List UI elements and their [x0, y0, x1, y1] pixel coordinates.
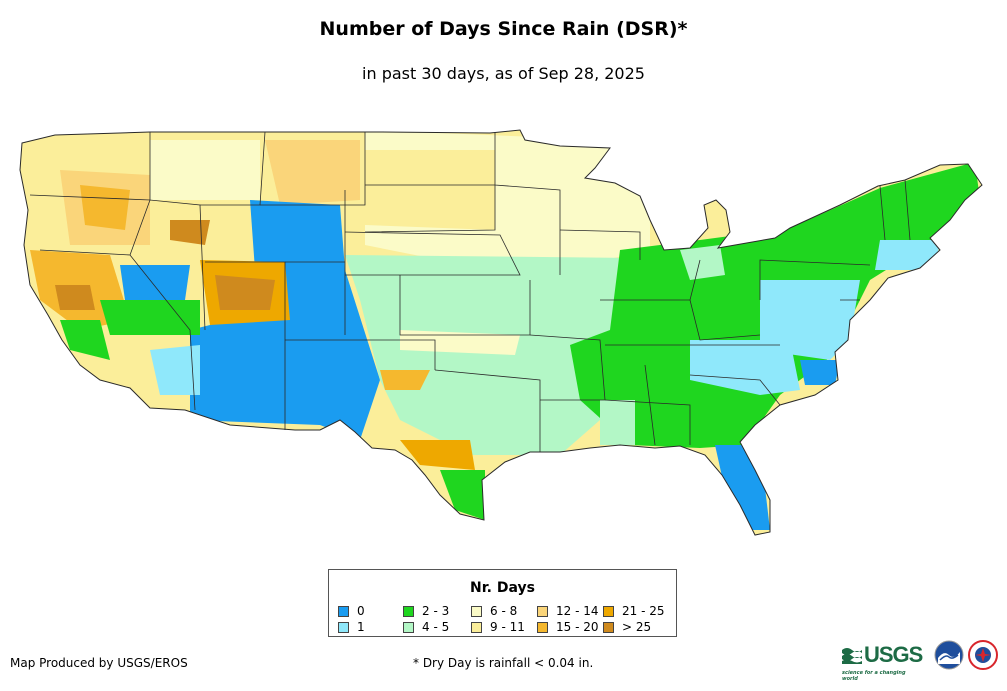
legend-item-8: 21 - 25: [603, 604, 665, 618]
legend-item-2: 2 - 3: [403, 604, 449, 618]
legend-swatch: [403, 621, 414, 633]
legend-item-5: 9 - 11: [471, 620, 525, 634]
credit-text: Map Produced by USGS/EROS: [10, 656, 188, 670]
legend-label: 4 - 5: [422, 620, 450, 634]
legend-label: 12 - 14: [556, 604, 599, 618]
legend-item-3: 4 - 5: [403, 620, 449, 634]
usgs-text: USGS: [864, 642, 923, 667]
legend-item-6: 12 - 14: [537, 604, 599, 618]
agency-logos: USGS science for a changing world: [842, 640, 999, 682]
legend-item-0: 0: [338, 604, 365, 618]
legend-swatch: [537, 605, 548, 617]
usgs-logo: USGS science for a changing world: [842, 642, 923, 682]
dry-day-note: * Dry Day is rainfall < 0.04 in.: [413, 656, 594, 670]
legend-swatch: [338, 621, 349, 633]
legend-label: 0: [357, 604, 365, 618]
legend-item-1: 1: [338, 620, 365, 634]
legend-swatch: [537, 621, 548, 633]
legend-swatch: [403, 605, 414, 617]
legend-label: > 25: [622, 620, 652, 634]
legend-label: 6 - 8: [490, 604, 518, 618]
noaa-seal-icon: [934, 640, 964, 670]
legend-label: 9 - 11: [490, 620, 525, 634]
legend-title: Nr. Days: [470, 580, 535, 596]
legend-swatch: [338, 605, 349, 617]
map-title: Number of Days Since Rain (DSR)*: [319, 18, 688, 40]
legend-label: 2 - 3: [422, 604, 450, 618]
legend-label: 15 - 20: [556, 620, 599, 634]
legend-item-4: 6 - 8: [471, 604, 517, 618]
legend-item-7: 15 - 20: [537, 620, 599, 634]
legend-swatch: [603, 605, 614, 617]
legend-item-9: > 25: [603, 620, 651, 634]
legend-label: 21 - 25: [622, 604, 665, 618]
usgs-tagline: science for a changing world: [842, 670, 906, 682]
legend-swatch: [603, 621, 614, 633]
dsr-map: [19, 129, 983, 536]
map-subtitle: in past 30 days, as of Sep 28, 2025: [362, 64, 645, 83]
legend-swatch: [471, 605, 482, 617]
usgs-wave-icon: [842, 648, 862, 664]
nws-seal-icon: [968, 640, 999, 670]
legend-label: 1: [357, 620, 365, 634]
legend-swatch: [471, 621, 482, 633]
legend: Nr. Days 0 1 2 - 3 4 - 5 6 - 8 9 - 11 12…: [328, 569, 677, 637]
